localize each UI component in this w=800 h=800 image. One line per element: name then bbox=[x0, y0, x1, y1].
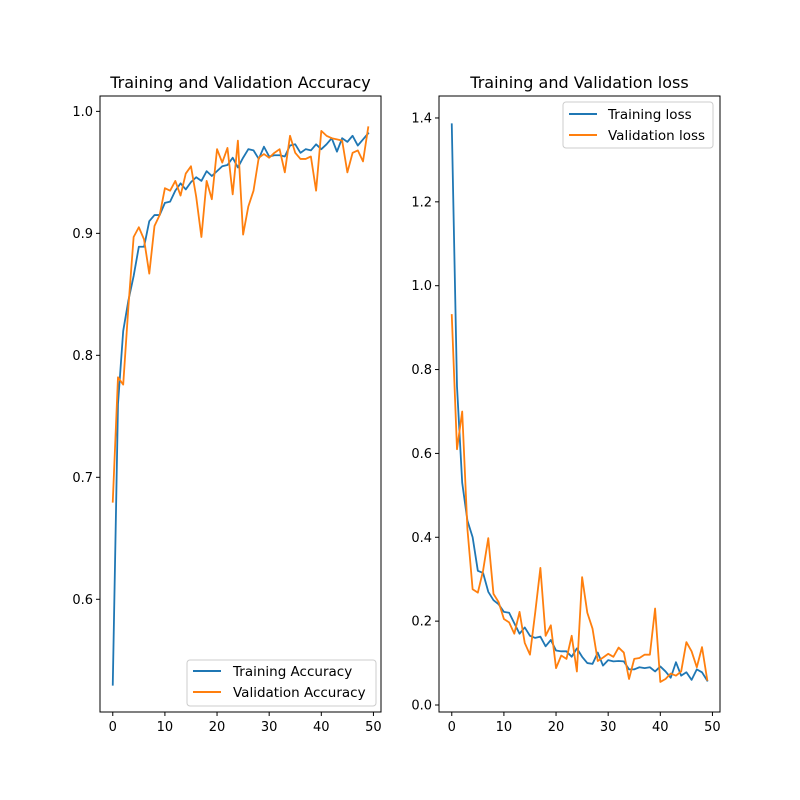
loss-chart: Training and Validation loss 0 10 20 30 40 50… bbox=[411, 73, 720, 735]
loss-x-tick-label: 50 bbox=[704, 720, 721, 735]
accuracy-y-tick-label: 0.9 bbox=[72, 227, 93, 242]
series-line-training-accuracy bbox=[111, 132, 370, 686]
accuracy-x-tick-label: 30 bbox=[261, 720, 278, 735]
accuracy-series-lines bbox=[111, 126, 370, 686]
accuracy-chart-title: Training and Validation Accuracy bbox=[109, 73, 371, 92]
accuracy-x-ticks: 0 10 20 30 40 50 bbox=[109, 712, 382, 735]
accuracy-x-tick-label: 50 bbox=[365, 720, 382, 735]
loss-x-tick-label: 30 bbox=[600, 720, 617, 735]
loss-y-tick-label: 1.0 bbox=[411, 279, 432, 294]
loss-axes-frame bbox=[438, 95, 721, 713]
series-line-validation-loss bbox=[450, 314, 709, 683]
accuracy-y-tick-label: 1.0 bbox=[72, 105, 93, 120]
legend-label-training-loss: Training loss bbox=[607, 107, 692, 123]
legend-label-validation-accuracy: Validation Accuracy bbox=[233, 685, 366, 701]
loss-y-tick-label: 0.6 bbox=[411, 447, 432, 462]
loss-series-lines bbox=[450, 123, 709, 683]
loss-x-tick-label: 0 bbox=[448, 720, 456, 735]
loss-y-tick-label: 0.0 bbox=[411, 698, 432, 713]
legend-label-training-accuracy: Training Accuracy bbox=[232, 664, 352, 680]
accuracy-y-tick-label: 0.8 bbox=[72, 349, 93, 364]
accuracy-x-tick-label: 20 bbox=[209, 720, 226, 735]
loss-y-tick-label: 0.2 bbox=[411, 615, 432, 630]
loss-legend: Training loss Validation loss bbox=[562, 101, 714, 149]
loss-legend-box bbox=[562, 101, 714, 149]
accuracy-axes-frame bbox=[99, 95, 382, 713]
accuracy-x-tick-label: 10 bbox=[157, 720, 174, 735]
accuracy-y-tick-label: 0.6 bbox=[72, 593, 93, 608]
loss-y-ticks: 0.0 0.2 0.4 0.6 0.8 1.0 1.2 1.4 bbox=[411, 111, 439, 713]
accuracy-x-tick-label: 0 bbox=[109, 720, 117, 735]
loss-chart-title: Training and Validation loss bbox=[469, 73, 688, 92]
loss-y-tick-label: 0.4 bbox=[411, 531, 432, 546]
accuracy-legend-box bbox=[186, 659, 377, 707]
series-line-training-loss bbox=[450, 123, 709, 682]
loss-y-tick-label: 0.8 bbox=[411, 363, 432, 378]
loss-x-tick-label: 20 bbox=[548, 720, 565, 735]
legend-label-validation-loss: Validation loss bbox=[608, 128, 705, 144]
loss-x-ticks: 0 10 20 30 40 50 bbox=[448, 712, 721, 735]
loss-y-tick-label: 1.2 bbox=[411, 195, 432, 210]
accuracy-legend: Training Accuracy Validation Accuracy bbox=[186, 659, 377, 707]
accuracy-y-ticks: 0.6 0.7 0.8 0.9 1.0 bbox=[72, 105, 100, 608]
series-line-validation-accuracy bbox=[111, 126, 370, 503]
accuracy-chart: Training and Validation Accuracy 0 10 20 30… bbox=[72, 73, 381, 735]
loss-x-tick-label: 40 bbox=[652, 720, 669, 735]
loss-y-tick-label: 1.4 bbox=[411, 111, 432, 126]
accuracy-x-tick-label: 40 bbox=[313, 720, 330, 735]
loss-x-tick-label: 10 bbox=[496, 720, 513, 735]
accuracy-y-tick-label: 0.7 bbox=[72, 471, 93, 486]
